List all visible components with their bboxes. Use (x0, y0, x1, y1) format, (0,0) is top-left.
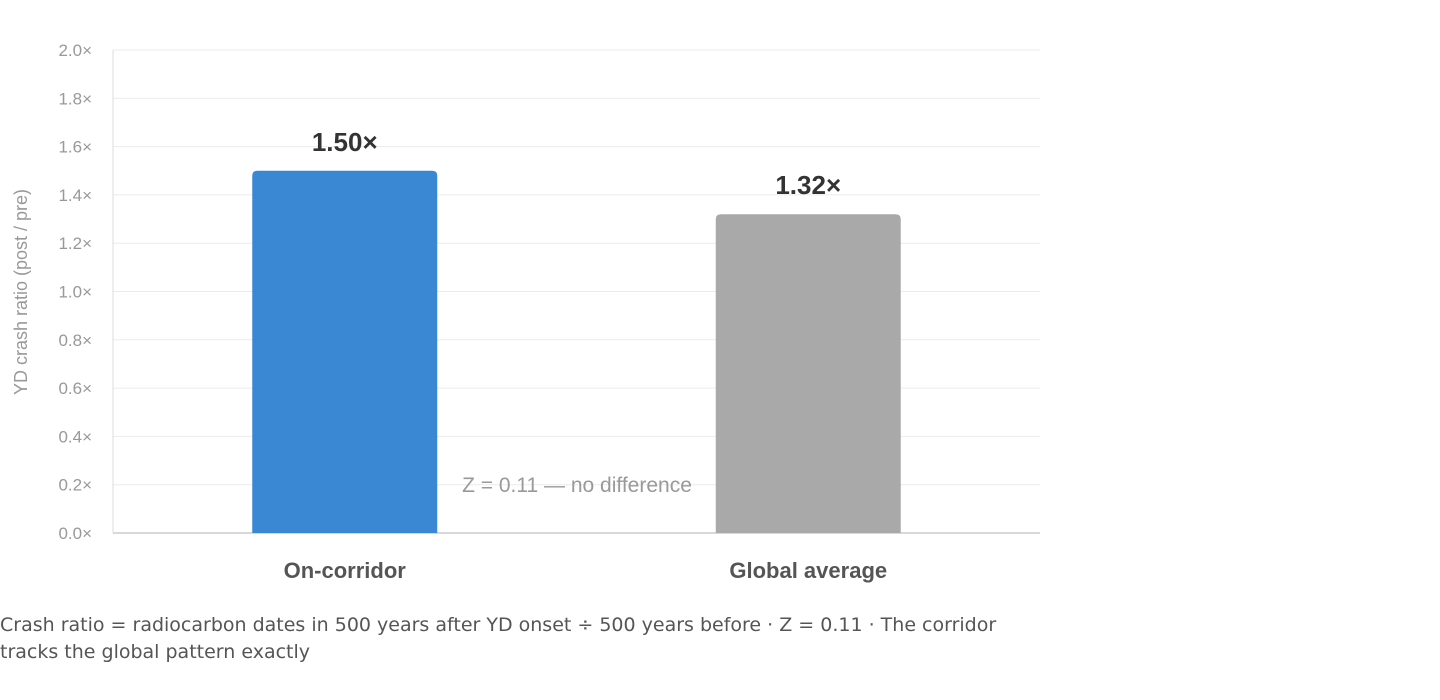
annotation-label: Z = 0.11 — no difference (462, 474, 692, 497)
y-tick-label: 0.4× (58, 427, 92, 446)
bar (252, 170, 438, 533)
x-tick-label: Global average (729, 558, 887, 583)
x-tick-label: On-corridor (284, 558, 407, 583)
y-tick-label: 1.4× (58, 186, 92, 205)
bar-value-label: 1.32× (775, 170, 841, 200)
y-tick-label: 0.0× (58, 524, 92, 543)
bar (715, 214, 901, 533)
y-tick-label: 2.0× (58, 41, 92, 60)
chart-caption: Crash ratio = radiocarbon dates in 500 y… (0, 614, 997, 663)
bar-value-label: 1.50× (312, 127, 378, 157)
y-axis-label: YD crash ratio (post / pre) (11, 189, 31, 395)
y-tick-label: 1.2× (58, 234, 92, 253)
bar-chart: 0.0× 0.2× 0.4× 0.6× 0.8× 1.0× 1.2× 1.4× 1.6× 1.8×… (11, 41, 1040, 583)
y-tick-label: 1.8× (58, 89, 92, 108)
grid-lines (113, 49, 1040, 486)
y-tick-label: 0.8× (58, 331, 92, 350)
bars: 1.50× On-corridor 1.32× Global average (252, 127, 901, 583)
y-tick-label: 1.0× (58, 283, 92, 302)
y-tick-label: 0.6× (58, 379, 92, 398)
y-tick-label: 0.2× (58, 476, 92, 495)
y-axis-ticks: 0.0× 0.2× 0.4× 0.6× 0.8× 1.0× 1.2× 1.4× 1.6× 1.8×… (58, 41, 92, 543)
y-tick-label: 1.6× (58, 138, 92, 157)
